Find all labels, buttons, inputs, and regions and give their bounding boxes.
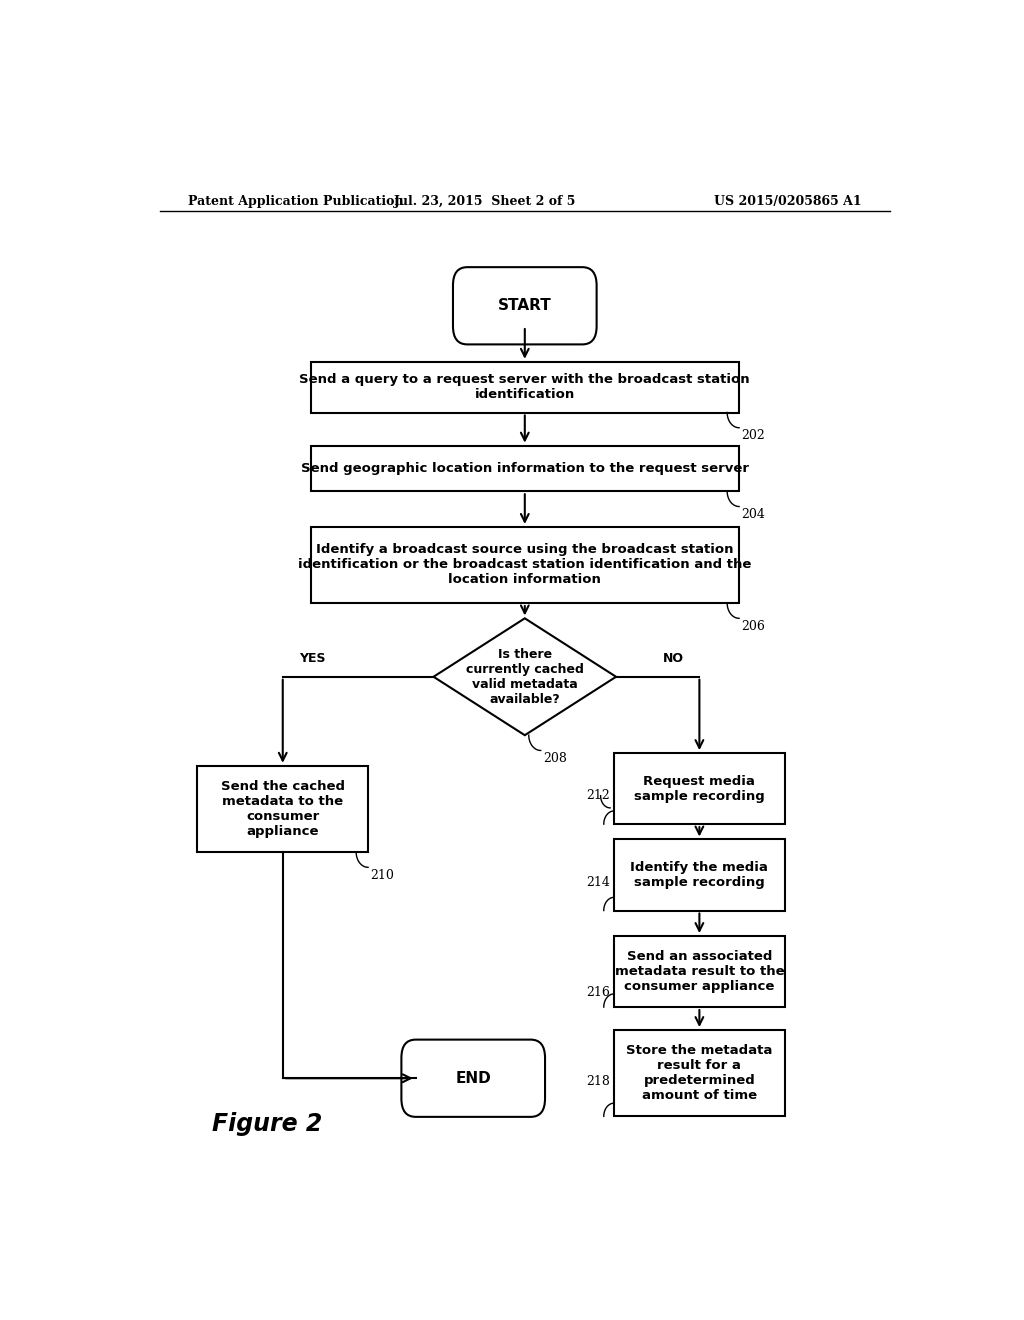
Text: Request media
sample recording: Request media sample recording: [634, 775, 765, 803]
Text: NO: NO: [663, 652, 684, 664]
Polygon shape: [433, 618, 616, 735]
Bar: [198, 766, 368, 853]
Text: Figure 2: Figure 2: [212, 1111, 323, 1137]
Text: YES: YES: [299, 652, 326, 664]
Bar: [614, 840, 784, 911]
Text: Send an associated
metadata result to the
consumer appliance: Send an associated metadata result to th…: [614, 950, 784, 993]
Bar: [310, 527, 739, 603]
Text: END: END: [456, 1071, 492, 1086]
Text: Send the cached
metadata to the
consumer
appliance: Send the cached metadata to the consumer…: [221, 780, 345, 838]
Text: Identify the media
sample recording: Identify the media sample recording: [631, 861, 768, 888]
Text: 210: 210: [371, 869, 394, 882]
Bar: [614, 936, 784, 1007]
Text: 202: 202: [741, 429, 765, 442]
Text: Jul. 23, 2015  Sheet 2 of 5: Jul. 23, 2015 Sheet 2 of 5: [394, 194, 577, 207]
Text: START: START: [498, 298, 552, 313]
Text: Patent Application Publication: Patent Application Publication: [187, 194, 403, 207]
Text: 212: 212: [587, 789, 610, 803]
Text: Send a query to a request server with the broadcast station
identification: Send a query to a request server with th…: [299, 374, 751, 401]
Text: 208: 208: [543, 752, 567, 766]
Text: 218: 218: [586, 1076, 610, 1088]
Text: Identify a broadcast source using the broadcast station
identification or the br: Identify a broadcast source using the br…: [298, 544, 752, 586]
Bar: [614, 1030, 784, 1117]
Text: 206: 206: [741, 620, 765, 632]
Text: 214: 214: [586, 875, 610, 888]
Bar: [614, 752, 784, 824]
Text: Is there
currently cached
valid metadata
available?: Is there currently cached valid metadata…: [466, 648, 584, 706]
Text: Send geographic location information to the request server: Send geographic location information to …: [301, 462, 749, 475]
Text: 216: 216: [586, 986, 610, 999]
FancyBboxPatch shape: [453, 267, 597, 345]
Text: 204: 204: [741, 508, 765, 521]
Bar: [310, 362, 739, 412]
Text: US 2015/0205865 A1: US 2015/0205865 A1: [715, 194, 862, 207]
Text: Store the metadata
result for a
predetermined
amount of time: Store the metadata result for a predeter…: [627, 1044, 772, 1102]
Bar: [310, 446, 739, 491]
FancyBboxPatch shape: [401, 1040, 545, 1117]
